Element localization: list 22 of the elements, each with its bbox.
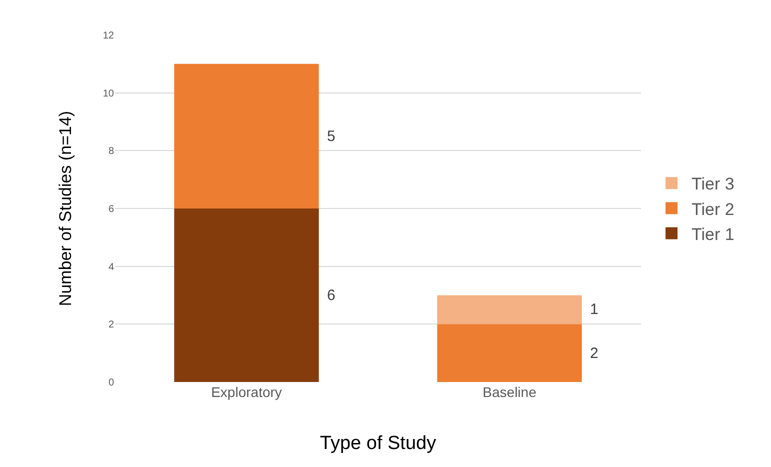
y-tick-label: 4: [108, 262, 114, 273]
x-axis-title: Type of Study: [320, 433, 437, 454]
data-label: 6: [327, 287, 336, 304]
legend-label: Tier 1: [692, 224, 734, 244]
x-tick-label: Exploratory: [211, 384, 282, 400]
data-label: 1: [590, 301, 598, 318]
x-tick-label: Baseline: [482, 384, 537, 400]
data-label: 5: [327, 128, 336, 145]
bar: [437, 324, 582, 382]
y-axis-title: Number of Studies (n=14): [56, 110, 75, 306]
data-label: 2: [590, 345, 598, 362]
bar: [174, 64, 319, 208]
legend-label: Tier 2: [692, 200, 734, 219]
y-tick-label: 8: [108, 146, 114, 158]
bar: [437, 295, 582, 324]
y-tick-label: 10: [102, 88, 114, 100]
y-tick-label: 12: [102, 30, 114, 42]
bar: [174, 208, 319, 382]
y-tick-label: 2: [108, 320, 114, 331]
y-tick-label: 0: [108, 378, 114, 388]
legend-label: Tier 3: [692, 174, 734, 194]
y-tick-label: 6: [108, 204, 114, 215]
